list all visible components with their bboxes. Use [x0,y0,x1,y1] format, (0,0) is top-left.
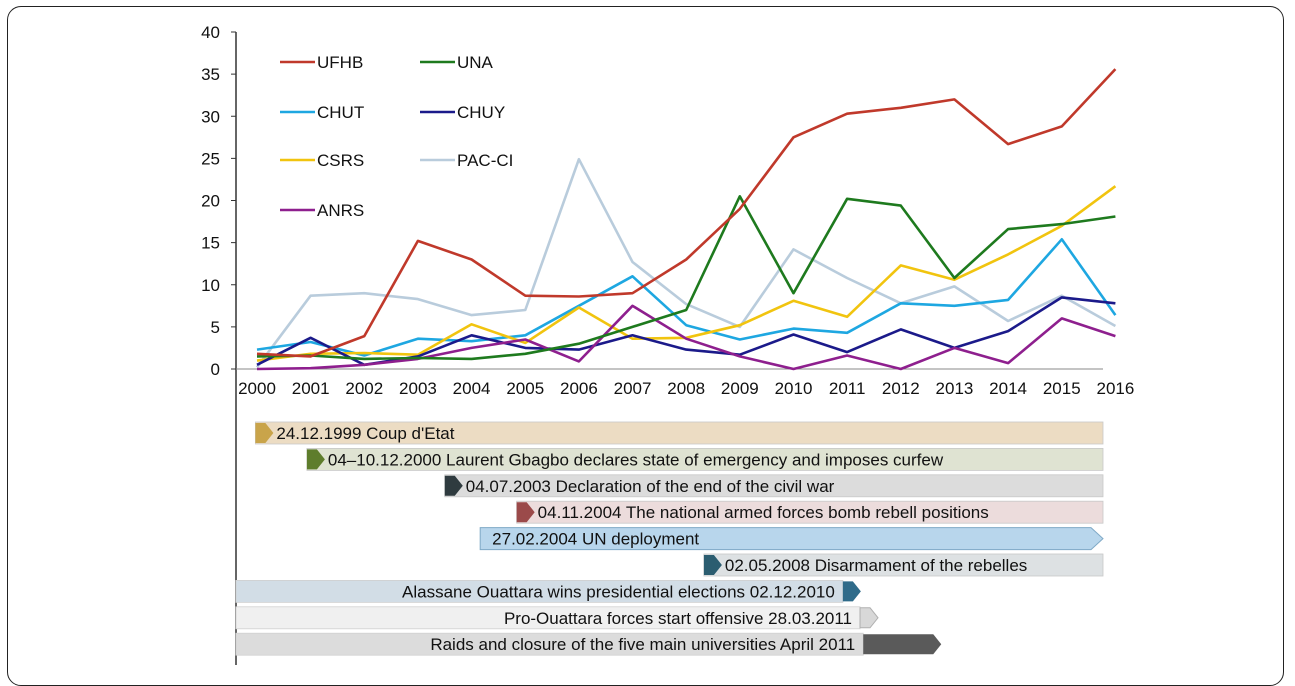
series-line-pac-ci [255,157,1117,369]
timeline-event: 24.12.1999 Coup d'Etat [254,421,1104,445]
timeline-arrow [479,527,1104,551]
legend-label-pac-ci: PAC-CI [457,151,513,170]
x-tick-label: 2010 [775,379,813,398]
legend-label-chuy: CHUY [457,103,505,122]
timeline-event: 04–10.12.2000 Laurent Gbagbo declares st… [306,447,1104,471]
timeline-label: Pro-Ouattara forces start offensive 28.0… [504,609,852,628]
series-line-una [256,195,1116,361]
x-tick-label: 2001 [292,379,330,398]
timeline-label: 04.07.2003 Declaration of the end of the… [466,477,835,496]
x-tick-label: 2000 [238,379,276,398]
timeline-event: Raids and closure of the five main unive… [235,632,942,656]
chart-axes: 0 5 10 15 20 25 30 35 40 2000 2001 2002 2003 2004 2005… [201,23,1134,665]
timeline-marker-icon [306,449,325,470]
timeline-label: Raids and closure of the five main unive… [430,635,855,654]
x-tick-label: 2002 [345,379,383,398]
timeline-event: Pro-Ouattara forces start offensive 28.0… [235,606,879,630]
y-tick-label: 5 [211,318,220,337]
x-tick-label: 2007 [614,379,652,398]
x-tick-label: 2006 [560,379,598,398]
timeline-label: 02.05.2008 Disarmament of the rebelles [725,556,1027,575]
series-line-ufhb [256,68,1117,358]
chart-svg: 0 5 10 15 20 25 30 35 40 2000 2001 2002 2003 2004 2005… [201,23,1134,665]
y-tick-label: 10 [201,276,220,295]
legend-label-chut: CHUT [317,103,364,122]
y-tick-label: 15 [201,234,220,253]
x-tick-label: 2014 [989,379,1027,398]
timeline-marker-icon [863,634,942,655]
y-tick-label: 25 [201,149,220,168]
timeline-marker-icon [842,581,861,602]
timeline-marker-icon [444,475,463,496]
timeline-event: 27.02.2004 UN deployment [479,527,1104,551]
timeline-marker-icon [703,555,722,575]
timeline-marker-icon [255,423,274,443]
timeline-label: 04–10.12.2000 Laurent Gbagbo declares st… [328,450,944,469]
x-tick-label: 2016 [1096,379,1134,398]
chart-legend: UFHB UNA CHUT CHUY CSRS PAC-CI ANRS [280,53,513,220]
x-tick-label: 2003 [399,379,437,398]
legend-label-ufhb: UFHB [317,53,363,72]
x-tick-label: 2008 [667,379,705,398]
event-timeline: 24.12.1999 Coup d'Etat 04–10.12.2000 Laur… [235,421,1104,656]
y-tick-label: 30 [201,107,220,126]
x-tick-label: 2005 [506,379,544,398]
x-tick-label: 2009 [721,379,759,398]
timeline-marker-icon [859,607,879,629]
y-tick-label: 35 [201,65,220,84]
legend-label-csrs: CSRS [317,151,364,170]
timeline-label: 27.02.2004 UN deployment [492,530,699,549]
x-tick-label: 2015 [1043,379,1081,398]
chart-series [255,68,1117,371]
x-tick-label: 2012 [882,379,920,398]
series-line-anrs [256,304,1116,371]
timeline-marker-icon [516,502,535,523]
timeline-event: 04.07.2003 Declaration of the end of the… [444,474,1104,498]
x-tick-label: 2004 [453,379,491,398]
series-line-csrs [256,185,1117,362]
timeline-event: Alassane Ouattara wins presidential elec… [235,580,861,603]
y-tick-label: 0 [211,360,220,379]
series-line-chut [256,238,1117,357]
timeline-event: 02.05.2008 Disarmament of the rebelles [703,553,1104,577]
x-tick-label: 2011 [829,379,866,398]
y-tick-label: 20 [201,192,220,211]
timeline-label: 24.12.1999 Coup d'Etat [276,424,454,443]
legend-label-una: UNA [457,53,494,72]
timeline-event: 04.11.2004 The national armed forces bom… [516,500,1104,524]
x-tick-label: 2013 [936,379,974,398]
legend-label-anrs: ANRS [317,201,364,220]
y-tick-label: 40 [201,23,220,42]
timeline-label: 04.11.2004 The national armed forces bom… [538,503,989,522]
timeline-label: Alassane Ouattara wins presidential elec… [402,582,835,601]
